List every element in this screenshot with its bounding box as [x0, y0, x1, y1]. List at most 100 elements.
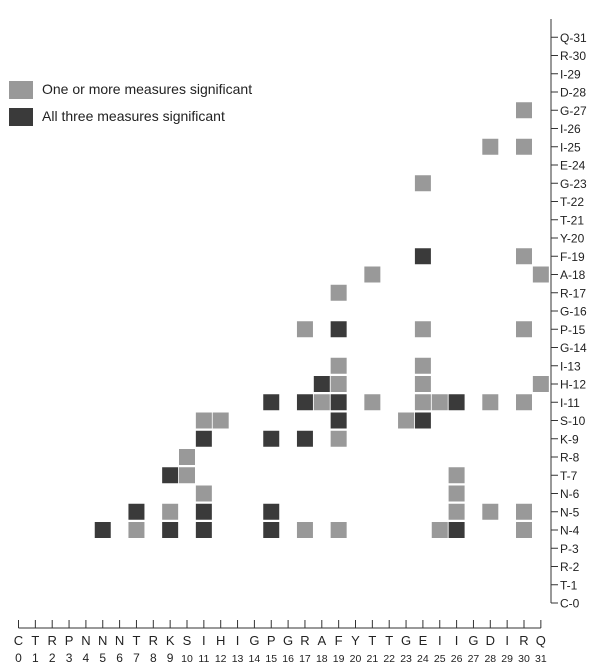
- x-tick-letter: I: [202, 633, 206, 648]
- heatmap-cell: [414, 321, 431, 338]
- y-tick-label: N-5: [560, 505, 580, 519]
- heatmap-cell: [179, 449, 195, 465]
- heatmap-cell: [516, 522, 532, 538]
- y-tick-label: T-7: [560, 469, 578, 483]
- heatmap-cells: [94, 102, 549, 538]
- x-tick-letter: T: [385, 633, 393, 648]
- heatmap-cell: [162, 503, 179, 520]
- x-tick-number: 10: [181, 653, 193, 665]
- heatmap-cell: [398, 412, 415, 429]
- heatmap-cell: [330, 376, 347, 392]
- x-axis: C0T1R2P3N4N5N6T7R8K9S10I11H12I13G14P15G1…: [14, 620, 547, 665]
- heatmap-cell: [516, 102, 532, 119]
- chart-legend: One or more measures significant All thr…: [9, 81, 252, 126]
- x-tick-letter: P: [267, 633, 276, 648]
- x-tick-letter: Y: [351, 633, 360, 648]
- y-tick-label: R-2: [560, 560, 580, 574]
- x-tick-letter: R: [519, 633, 528, 648]
- x-tick-letter: Q: [536, 633, 546, 648]
- x-tick-number: 20: [350, 653, 362, 665]
- heatmap-cell: [532, 266, 549, 283]
- x-tick-number: 24: [417, 653, 429, 665]
- y-tick-label: E-24: [560, 159, 586, 173]
- y-tick-label: G-27: [560, 104, 587, 118]
- y-tick-label: C-0: [560, 597, 580, 611]
- x-tick-letter: I: [455, 633, 459, 648]
- heatmap-cell: [330, 412, 347, 429]
- heatmap-cell: [330, 321, 347, 338]
- x-tick-letter: I: [505, 633, 509, 648]
- x-tick-letter: F: [335, 633, 343, 648]
- heatmap-cell: [330, 394, 347, 411]
- y-tick-label: I-11: [560, 396, 580, 410]
- x-tick-letter: A: [317, 633, 326, 648]
- y-tick-label: P-3: [560, 542, 579, 556]
- heatmap-cell: [516, 503, 532, 520]
- heatmap-cell: [482, 138, 499, 155]
- heatmap-cell: [296, 430, 313, 447]
- x-tick-number: 25: [434, 653, 446, 665]
- x-tick-letter: K: [166, 633, 175, 648]
- heatmap-cell: [263, 503, 280, 520]
- y-tick-label: G-23: [560, 177, 587, 191]
- x-tick-number: 22: [383, 653, 395, 665]
- x-tick-letter: G: [468, 633, 478, 648]
- y-tick-label: I-13: [560, 359, 581, 373]
- heatmap-cell: [330, 284, 347, 301]
- y-axis: C-0 T-1 R-2 P-3 N-4 N-5 N-6 T-7 R-8 K-9 S-10 I-11 H-…: [550, 19, 587, 611]
- x-tick-letter: I: [236, 633, 240, 648]
- heatmap-cell: [516, 138, 532, 155]
- heatmap-cell: [431, 394, 448, 411]
- heatmap-cell: [431, 522, 448, 538]
- x-tick-letter: R: [48, 633, 57, 648]
- legend-label-all-three: All three measures significant: [42, 108, 225, 124]
- x-tick-number: 12: [215, 653, 227, 665]
- heatmap-cell: [516, 394, 532, 411]
- x-tick-number: 4: [83, 651, 90, 665]
- x-tick-letter: E: [419, 633, 428, 648]
- y-tick-label: N-6: [560, 487, 580, 501]
- x-tick-letter: N: [98, 633, 107, 648]
- heatmap-cell: [179, 467, 195, 484]
- x-tick-letter: H: [216, 633, 225, 648]
- heatmap-cell: [263, 522, 280, 538]
- y-tick-label: I-26: [560, 122, 581, 136]
- x-tick-letter: R: [300, 633, 309, 648]
- y-tick-label: P-15: [560, 323, 586, 337]
- heatmap-cell: [313, 394, 330, 411]
- x-tick-number: 16: [282, 653, 294, 665]
- x-tick-number: 30: [518, 653, 530, 665]
- heatmap-cell: [414, 412, 431, 429]
- x-tick-number: 3: [66, 651, 73, 665]
- heatmap-cell: [263, 394, 280, 411]
- y-tick-label: Y-20: [560, 232, 585, 246]
- x-tick-number: 8: [150, 651, 157, 665]
- x-tick-number: 15: [265, 653, 277, 665]
- y-tick-label: T-21: [560, 213, 584, 227]
- heatmap-cell: [482, 394, 499, 411]
- heatmap-cell: [482, 503, 499, 520]
- y-tick-label: R-17: [560, 286, 586, 300]
- y-tick-label: D-28: [560, 86, 586, 100]
- heatmap-cell: [448, 503, 465, 520]
- heatmap-cell: [414, 248, 431, 265]
- x-tick-letter: T: [132, 633, 140, 648]
- heatmap-cell: [330, 357, 347, 374]
- heatmap-cell: [195, 430, 212, 447]
- heatmap-cell: [448, 485, 465, 502]
- legend-swatch-one-or-more: [9, 81, 33, 99]
- heatmap-cell: [195, 412, 212, 429]
- y-tick-label: S-10: [560, 414, 586, 428]
- x-tick-number: 28: [484, 653, 496, 665]
- y-tick-label: F-19: [560, 250, 585, 264]
- heatmap-cell: [448, 467, 465, 484]
- x-tick-number: 29: [501, 653, 513, 665]
- heatmap-cell: [195, 522, 212, 538]
- heatmap-cell: [195, 485, 212, 502]
- heatmap-cell: [516, 321, 532, 338]
- x-tick-number: 11: [198, 653, 209, 665]
- y-tick-label: I-25: [560, 140, 581, 154]
- x-tick-number: 23: [400, 653, 412, 665]
- legend-label-one-or-more: One or more measures significant: [42, 81, 252, 97]
